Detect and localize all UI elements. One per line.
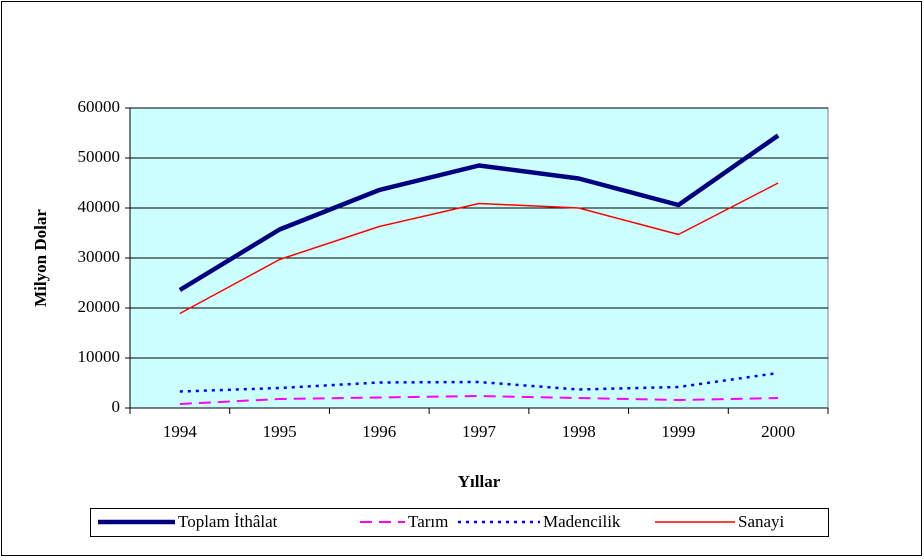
y-tick-label: 60000 [78, 97, 121, 116]
legend-label: Madencilik [543, 512, 621, 531]
legend-label: Sanayi [738, 512, 785, 531]
x-tick-label: 1996 [362, 422, 396, 441]
y-tick-label: 30000 [78, 247, 121, 266]
legend-label: Toplam İthâlat [178, 512, 278, 531]
x-axis-label: Yıllar [458, 472, 501, 491]
x-tick-label: 2000 [761, 422, 795, 441]
x-tick-label: 1997 [462, 422, 497, 441]
x-tick-label: 1995 [263, 422, 297, 441]
legend-label: Tarım [408, 512, 448, 531]
y-tick-label: 20000 [78, 297, 121, 316]
y-axis-label: Milyon Dolar [31, 209, 50, 307]
x-tick-label: 1994 [163, 422, 198, 441]
series-line [179, 182, 779, 315]
y-tick-label: 40000 [78, 197, 121, 216]
series-line [178, 133, 780, 292]
y-tick-label: 50000 [78, 147, 121, 166]
series-line [179, 395, 779, 405]
x-tick-label: 1998 [562, 422, 596, 441]
x-tick-label: 1999 [661, 422, 695, 441]
y-tick-label: 0 [112, 397, 121, 416]
y-tick-label: 10000 [78, 347, 121, 366]
